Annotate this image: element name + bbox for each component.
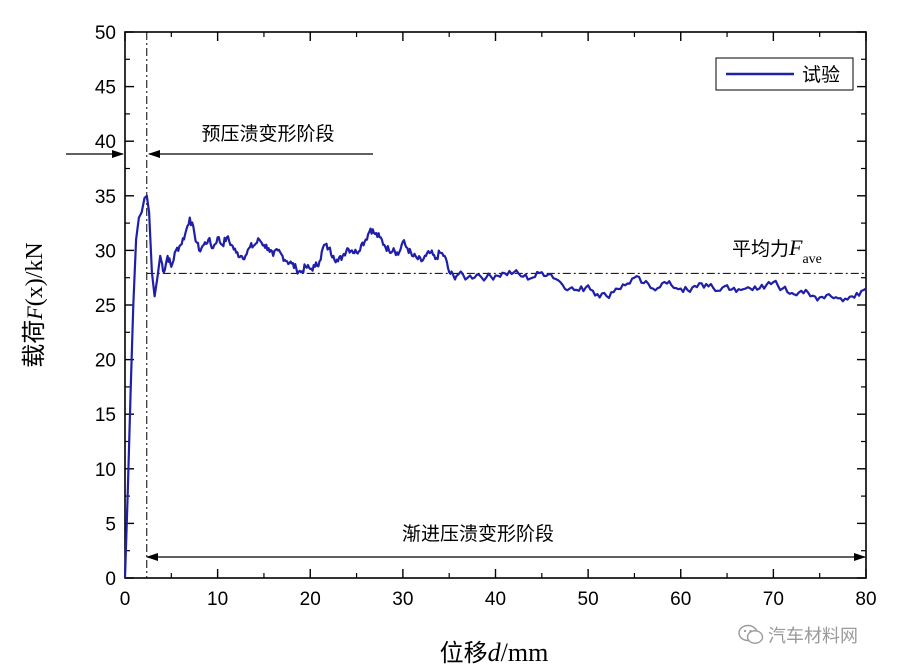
x-tick-label: 80	[855, 589, 876, 610]
axis-tick-labels: 0 10 20 30 40 50 60 70 80 0 5 10 15 20 25 30 35 40 45 50	[95, 23, 877, 610]
y-tick-label: 40	[95, 132, 116, 153]
y-tick-label: 45	[95, 78, 116, 99]
y-tick-label: 10	[95, 460, 116, 481]
y-tick-label: 30	[95, 241, 116, 262]
wechat-bubble-icon	[738, 624, 764, 644]
x-tick-label: 50	[578, 589, 599, 610]
y-tick-label: 35	[95, 187, 116, 208]
plot-frame	[124, 31, 867, 579]
x-tick-label: 40	[485, 589, 506, 610]
x-tick-label: 30	[392, 589, 413, 610]
watermark: 汽车材料网	[738, 622, 858, 648]
x-tick-label: 60	[670, 589, 691, 610]
x-tick-label: 20	[300, 589, 321, 610]
series-line-试验	[123, 194, 867, 579]
y-tick-label: 25	[95, 296, 116, 317]
y-tick-label: 50	[95, 23, 116, 44]
watermark-text: 汽车材料网	[768, 626, 858, 647]
axis-ticks	[124, 31, 867, 579]
pre-crush-label: 预压溃变形阶段	[201, 123, 334, 145]
x-tick-label: 10	[207, 589, 228, 610]
y-tick-label: 0	[105, 569, 116, 590]
x-tick-label: 70	[763, 589, 784, 610]
y-axis-label: 载荷F(x)/kN	[20, 242, 48, 367]
x-axis-label: 位移d/mm	[440, 638, 549, 667]
y-tick-label: 5	[105, 514, 116, 535]
progressive-label: 渐进压溃变形阶段	[402, 523, 554, 545]
x-tick-label: 0	[120, 589, 131, 610]
average-force-label: 平均力Fave	[732, 235, 822, 267]
y-tick-label: 15	[95, 405, 116, 426]
legend-label: 试验	[802, 64, 840, 86]
legend: 试验	[715, 57, 854, 91]
y-tick-label: 20	[95, 351, 116, 372]
